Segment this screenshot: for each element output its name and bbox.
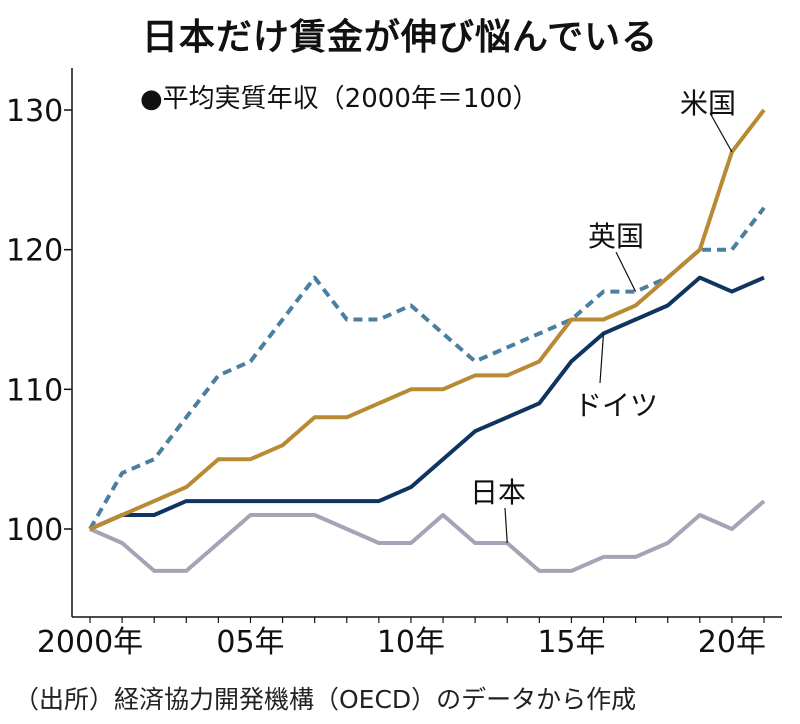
x-tick-label-2005: 05年 bbox=[216, 625, 284, 660]
x-tick-label-2020: 20年 bbox=[698, 625, 766, 660]
y-tick-label-120: 120 bbox=[6, 234, 63, 269]
series-label-uk: 英国 bbox=[588, 220, 644, 253]
x-tick-label-2015: 15年 bbox=[537, 625, 605, 660]
series-line-jp bbox=[89, 499, 766, 573]
series-label-jp: 日本 bbox=[470, 476, 526, 509]
leader-line-de bbox=[599, 333, 605, 384]
series-line-de bbox=[89, 275, 765, 531]
y-tick-label-110: 110 bbox=[6, 373, 63, 408]
series-line-uk bbox=[88, 206, 766, 530]
x-tick-label-2000: 2000年 bbox=[37, 625, 143, 660]
x-tick-label-2010: 10年 bbox=[377, 625, 445, 660]
leader-line-jp bbox=[504, 507, 508, 544]
series-label-us: 米国 bbox=[680, 87, 736, 120]
leader-line-us bbox=[709, 112, 733, 153]
y-tick-label-130: 130 bbox=[6, 94, 63, 129]
series-label-de: ドイツ bbox=[574, 389, 658, 422]
leader-line-uk bbox=[615, 251, 637, 292]
series-line-us bbox=[89, 108, 766, 531]
y-tick-label-100: 100 bbox=[6, 513, 63, 548]
chart-title: 日本だけ賃金が伸び悩んでいる bbox=[141, 17, 659, 58]
source-note: （出所）経済協力開発機構（OECD）のデータから作成 bbox=[14, 685, 637, 714]
chart-subtitle: ●平均実質年収（2000年＝100） bbox=[140, 84, 539, 114]
